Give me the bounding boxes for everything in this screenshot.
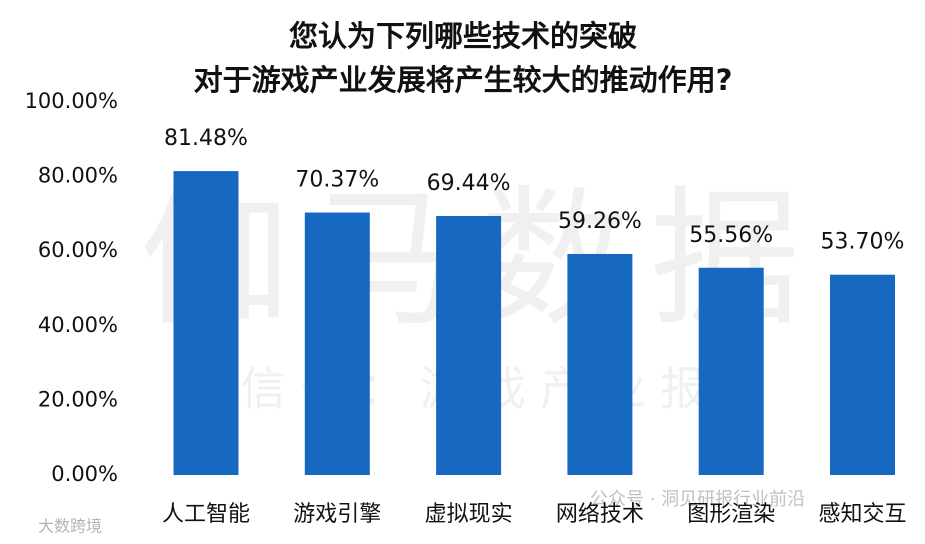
- bar: [567, 253, 633, 475]
- value-label: 70.37%: [295, 168, 379, 193]
- x-tick-label: 感知交互: [818, 502, 906, 527]
- value-label: 81.48%: [164, 126, 248, 151]
- bar: [436, 215, 502, 475]
- value-label: 69.44%: [427, 171, 511, 196]
- y-tick-label: 40.00%: [38, 313, 118, 337]
- y-tick-label: 100.00%: [25, 89, 118, 113]
- x-tick-label: 网络技术: [556, 502, 644, 527]
- bar: [830, 274, 895, 475]
- watermark: 大数跨境: [38, 517, 102, 536]
- value-label: 59.26%: [558, 209, 642, 234]
- bar: [173, 171, 239, 476]
- y-tick-label: 60.00%: [38, 238, 118, 262]
- y-tick-label: 80.00%: [38, 164, 118, 188]
- watermark: 公众号 · 洞见研报行业前沿: [590, 489, 805, 510]
- x-tick-label: 虚拟现实: [425, 502, 513, 527]
- y-tick-label: 20.00%: [38, 387, 118, 411]
- value-label: 55.56%: [689, 223, 773, 248]
- x-tick-label: 人工智能: [162, 502, 250, 527]
- chart-title: 您认为下列哪些技术的突破: [289, 19, 637, 53]
- x-tick-label: 游戏引擎: [293, 502, 381, 527]
- y-tick-label: 0.00%: [51, 462, 118, 486]
- bar: [304, 212, 370, 475]
- x-tick-label: 图形渲染: [687, 502, 775, 527]
- value-label: 53.70%: [821, 230, 905, 255]
- bar: [698, 267, 764, 475]
- chart-title: 对于游戏产业发展将产生较大的推动作用?: [194, 63, 733, 97]
